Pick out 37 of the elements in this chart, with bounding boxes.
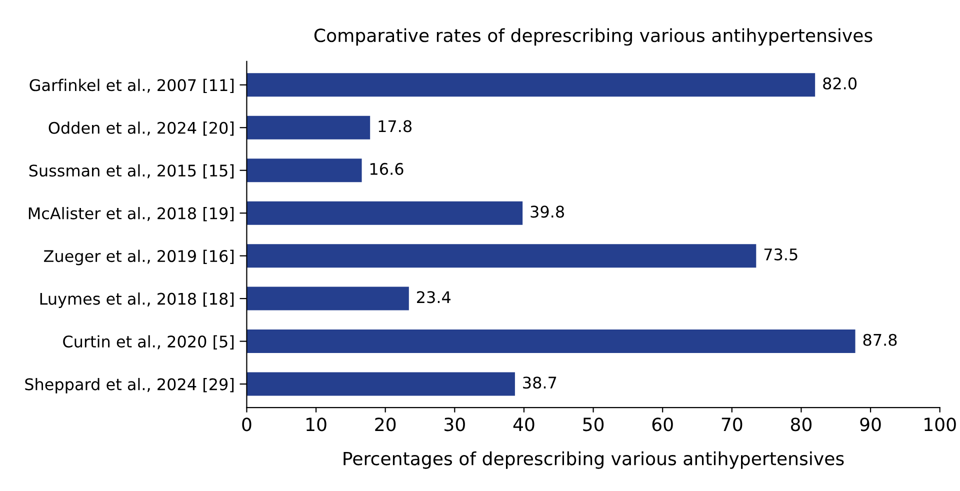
- x-tick-label: 60: [652, 418, 673, 432]
- data-label: 39.8: [530, 206, 564, 218]
- x-tick-label: 10: [306, 418, 326, 432]
- data-label: 38.7: [523, 376, 556, 389]
- x-tick-label: 80: [790, 418, 812, 432]
- data-label: 82.0: [823, 77, 857, 90]
- bar: [246, 372, 515, 396]
- x-tick-label: 0: [242, 418, 252, 432]
- x-tick-label: 40: [513, 418, 534, 432]
- y-tick-label: Garfinkel et al., 2007 [11]: [30, 78, 234, 94]
- x-tick-label: 100: [924, 418, 956, 432]
- data-label: 23.4: [417, 291, 451, 304]
- x-tick-label: 70: [722, 418, 742, 432]
- bar: [246, 286, 409, 310]
- y-tick-label: Luymes et al., 2018 [18]: [40, 292, 234, 308]
- y-tick-label: Odden et al., 2024 [20]: [48, 122, 234, 136]
- data-label: 73.5: [764, 248, 798, 260]
- bar: [246, 116, 370, 140]
- x-tick-label: 50: [583, 418, 604, 432]
- y-tick-label: Sussman et al., 2015 [15]: [29, 164, 234, 179]
- data-label: 16.6: [370, 162, 404, 175]
- x-tick-label: 90: [860, 418, 881, 432]
- data-label: 17.8: [378, 120, 412, 132]
- x-axis-title: Percentages of deprescribing various antihypertensives: [344, 451, 844, 469]
- bar: [246, 244, 756, 268]
- y-tick-label: Sheppard et al., 2024 [29]: [25, 378, 234, 394]
- y-tick-label: McAlister et al., 2018 [19]: [28, 207, 234, 222]
- bar: [246, 158, 362, 182]
- y-tick-label: Curtin et al., 2020 [5]: [63, 335, 234, 350]
- bar: [246, 201, 523, 225]
- bar: [246, 330, 856, 354]
- data-label: 87.8: [863, 334, 897, 346]
- bar: [246, 73, 816, 97]
- y-tick-label: Zueger et al., 2019 [16]: [44, 250, 234, 266]
- x-tick-label: 30: [444, 418, 465, 432]
- x-tick-label: 20: [375, 418, 396, 432]
- chart-title: Comparative rates of deprescribing various antihypertensives: [314, 28, 872, 46]
